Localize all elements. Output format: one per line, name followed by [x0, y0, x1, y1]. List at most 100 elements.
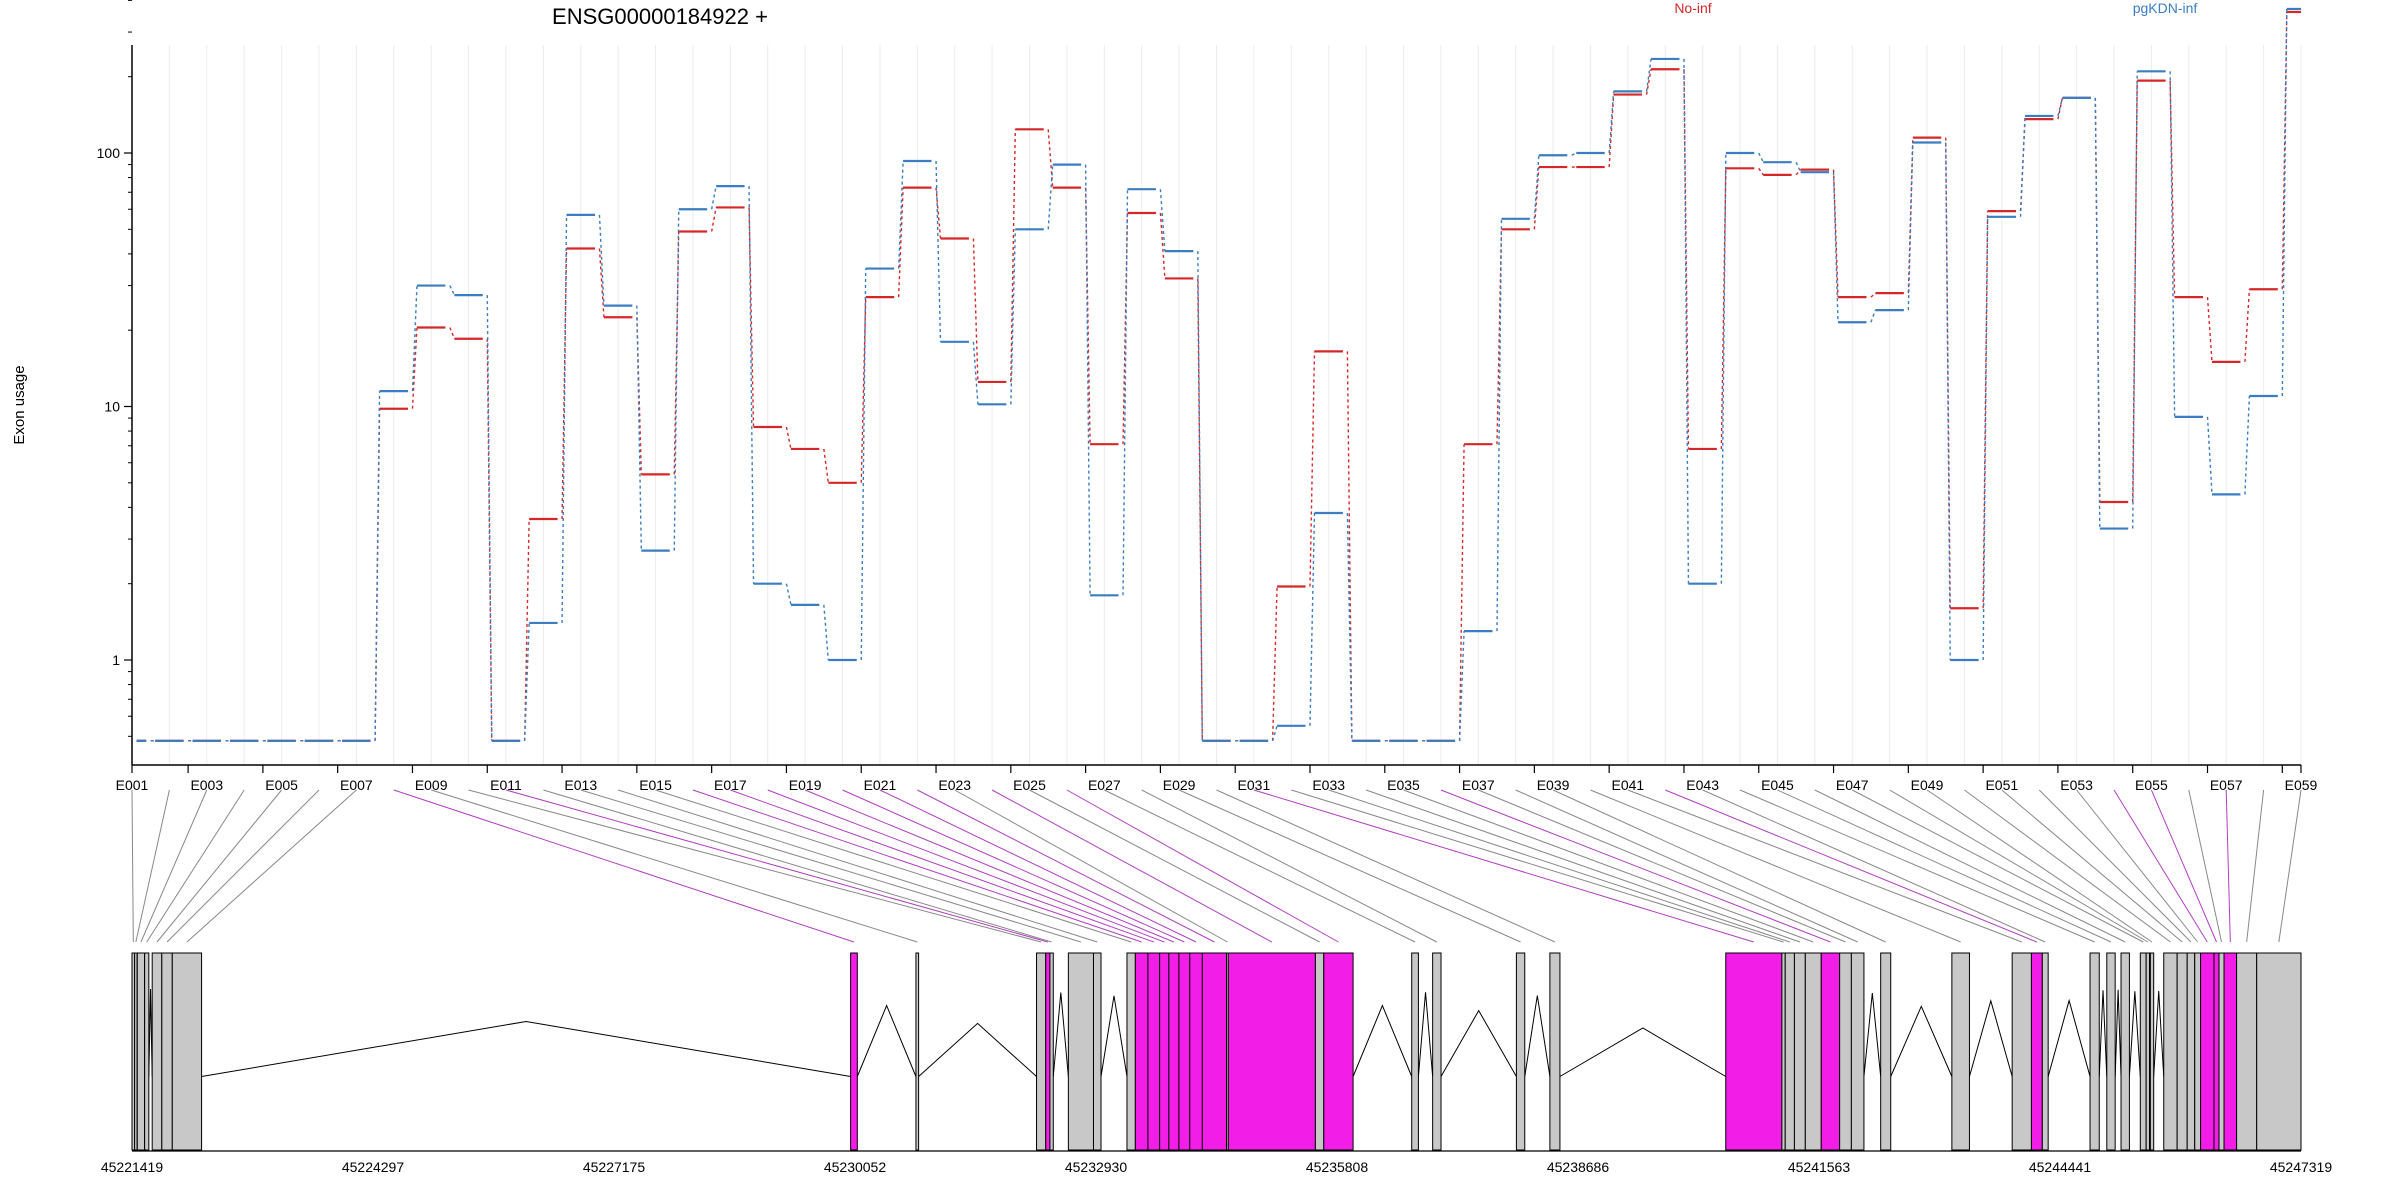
exon-connector: [1627, 789, 2022, 943]
exon-box: [1147, 952, 1161, 1151]
exon-box: [2145, 952, 2151, 1151]
intron-line: [2153, 990, 2165, 1077]
exon-connector: [1515, 789, 1858, 943]
series-connector: [561, 214, 568, 623]
series-connector: [1870, 292, 1876, 298]
coordinate-label: 45230052: [824, 1159, 887, 1175]
intron-line: [1052, 992, 1069, 1077]
intron-line: [1352, 1004, 1413, 1077]
exon-connector: [730, 789, 1154, 943]
series-connector: [935, 160, 942, 342]
y-tick-label: 100: [97, 145, 121, 161]
series-connector: [1010, 229, 1017, 405]
exon-connector: [131, 789, 134, 943]
series-pgkdn-inf: [136, 7, 2301, 742]
exon-box: [136, 952, 146, 1151]
x-tick-label: E003: [190, 777, 223, 793]
exon-connector: [2246, 789, 2265, 943]
series-connector: [785, 426, 792, 450]
series-connector: [935, 187, 942, 239]
series-connector: [1271, 725, 1278, 742]
series-connector: [2206, 416, 2213, 495]
intron-line: [1968, 998, 2013, 1077]
series-connector: [823, 604, 830, 661]
series-connector: [1608, 94, 1615, 168]
series-connector: [860, 268, 867, 661]
series-connector: [1608, 91, 1615, 154]
series-connector: [860, 297, 867, 483]
coordinate-label: 45221419: [101, 1159, 164, 1175]
x-tick-label: E023: [938, 777, 971, 793]
series-connector: [897, 187, 904, 298]
exon-box: [1411, 952, 1419, 1151]
intron-line: [148, 988, 153, 1077]
exon-box: [1432, 952, 1442, 1151]
series-connector: [1496, 218, 1503, 632]
exon-connector: [166, 789, 320, 943]
exon-connector: [767, 789, 1165, 943]
coordinate-label: 45247319: [2270, 1159, 2333, 1175]
series-connector: [673, 209, 680, 551]
intron-line: [1863, 992, 1882, 1077]
gene-model-track: [131, 952, 2302, 1152]
exon-box: [1159, 952, 1170, 1151]
exon-connector: [2076, 789, 2199, 943]
genomic-coordinate-labels: 45221419 45224297 45227175 45230052 45232930…: [101, 1159, 2333, 1175]
x-tick-label: E025: [1013, 777, 1046, 793]
exon-connector: [1478, 789, 1846, 943]
exon-box: [171, 952, 203, 1151]
intron-line: [1559, 1027, 1727, 1077]
series-connector: [374, 391, 381, 741]
exon-connector: [1066, 789, 1339, 943]
exon-box: [151, 952, 163, 1151]
x-tick-label: E043: [1686, 777, 1719, 793]
y-tick-label: 1: [112, 652, 120, 668]
exon-connector: [842, 789, 1185, 943]
x-ticks: E001 E003 E005 E007 E009 E011 E013 E015 E017 E019…: [116, 765, 2318, 793]
exon-box: [2163, 952, 2178, 1151]
exon-connector: [2038, 789, 2192, 943]
exon-connector: [879, 789, 1197, 943]
x-tick-label: E019: [789, 777, 822, 793]
exon-connector: [1216, 789, 1556, 943]
x-tick-label: E009: [415, 777, 448, 793]
y-tick-label: 10: [104, 399, 120, 415]
exon-box: [2149, 952, 2155, 1151]
series-connector: [486, 295, 493, 741]
x-tick-label: E021: [864, 777, 897, 793]
exon-box: [2011, 952, 2032, 1151]
exon-box: [1781, 952, 1786, 1151]
exon-box: [2176, 952, 2188, 1151]
exon-box: [2200, 952, 2215, 1151]
exon-box: [1134, 952, 1149, 1151]
series-connector: [972, 341, 979, 405]
series-connector: [1346, 513, 1353, 741]
series-connector: [1197, 278, 1203, 741]
exon-box: [2120, 952, 2130, 1151]
exon-box: [1549, 952, 1561, 1151]
x-tick-label: E017: [714, 777, 747, 793]
exon-connector: [2188, 789, 2223, 943]
exon-connector: [692, 789, 1142, 943]
series-connector: [2169, 80, 2176, 298]
exon-connector: [1777, 789, 2112, 943]
coordinate-label: 45235808: [1306, 1159, 1369, 1175]
exon-connector: [1328, 789, 1790, 943]
exon-box: [2194, 952, 2202, 1151]
series-connector: [1122, 189, 1129, 596]
series-connector: [710, 207, 717, 232]
series-connector: [1832, 172, 1839, 323]
exon-connector: [1440, 789, 1831, 943]
series-connector: [1047, 129, 1054, 188]
exon-connector: [186, 789, 357, 943]
series-no-inf: [136, 10, 2301, 742]
series-connector: [1197, 251, 1203, 741]
series-connector: [1159, 189, 1166, 252]
series-connector: [1982, 211, 1989, 609]
intron-line: [2047, 998, 2091, 1077]
exon-connector: [804, 789, 1175, 943]
exon-box: [1045, 952, 1051, 1151]
series-connector: [785, 583, 792, 606]
exon-connector: [2278, 789, 2302, 943]
series-connector: [636, 305, 643, 551]
